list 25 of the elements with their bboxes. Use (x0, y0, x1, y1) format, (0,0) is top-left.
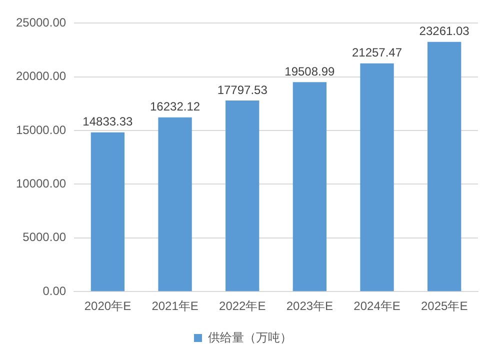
x-tick-label: 2025年E (420, 299, 468, 314)
x-tick-label: 2020年E (84, 299, 132, 314)
x-tick-label: 2022年E (219, 299, 266, 314)
data-label: 14833.33 (82, 114, 134, 129)
y-tick-label: 15000.00 (16, 122, 66, 137)
bar (360, 63, 394, 292)
data-label: 17797.53 (217, 82, 268, 97)
bar (292, 82, 327, 292)
data-label: 19508.99 (284, 64, 336, 78)
bar (428, 42, 462, 292)
bar (158, 117, 192, 292)
data-label: 21257.47 (352, 46, 402, 60)
x-tick-label: 2024年E (354, 299, 400, 314)
y-tick-label: 20000.00 (16, 69, 66, 84)
data-label: 16232.12 (150, 100, 200, 114)
legend-label: 供给量（万吨） (208, 330, 292, 344)
bar (226, 100, 260, 292)
y-tick-label: 10000.00 (16, 176, 66, 191)
x-tick-label: 2021年E (152, 299, 198, 314)
x-tick-label: 2023年E (286, 299, 334, 314)
data-label: 23261.03 (419, 24, 470, 38)
y-tick-label: 5000.00 (22, 230, 66, 244)
y-tick-label: 25000.00 (16, 16, 66, 30)
y-tick-label: 0.00 (42, 284, 66, 298)
bar (90, 132, 125, 292)
